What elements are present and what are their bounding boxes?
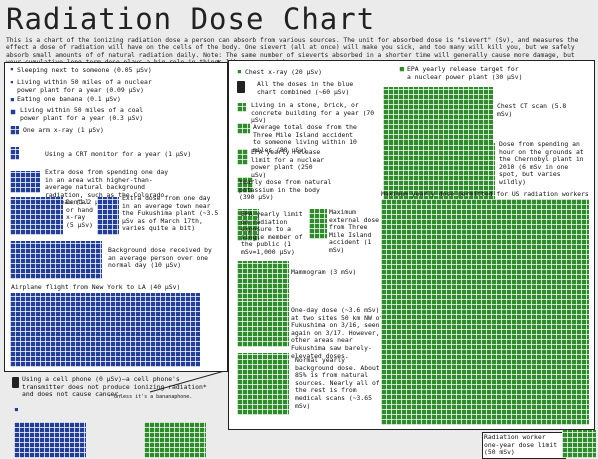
dose-label-airplane-flight: Airplane flight from New York to LA (40 … xyxy=(11,283,181,291)
dose-label-arm-xray: One arm x-ray (1 μSv) xyxy=(23,126,104,134)
dose-label-fukushima-one-day: One-day dose (~3.6 mSv) at two sites 50 … xyxy=(291,306,384,360)
dose-block-arm-xray xyxy=(10,126,19,135)
dose-block-fukushima-one-day xyxy=(237,299,289,347)
dose-block-coal-plant xyxy=(10,109,16,115)
dose-label-nuclear-plant-nearby: Living within 50 miles of a nuclear powe… xyxy=(17,78,152,94)
dose-block-epa-public-limit xyxy=(237,209,259,241)
cell-phone-icon xyxy=(12,377,19,388)
dose-block-potassium xyxy=(237,177,253,193)
bottom-block-blue xyxy=(14,422,86,458)
dose-label-banana: Eating one banana (0.1 μSv) xyxy=(17,95,121,103)
dose-block-tmi-max xyxy=(309,209,327,239)
dose-label-chest-xray: Chest x-ray (20 μSv) xyxy=(245,68,322,76)
dose-label-coal-plant: Living within 50 miles of a coal power p… xyxy=(20,106,144,122)
dose-block-epa-target xyxy=(399,67,404,72)
dose-block-chernobyl xyxy=(383,143,495,201)
bananaphone-footnote: * Unless it's a bananaphone. xyxy=(108,394,193,400)
millisievert-panel: Chest x-ray (20 μSv) All the doses in th… xyxy=(228,60,595,430)
dose-label-chernobyl: Dose from spending an hour on the ground… xyxy=(499,140,584,186)
dose-label-potassium: Yearly dose from natural potassium in th… xyxy=(239,178,332,202)
blue-chart-thumbnail-icon xyxy=(237,81,245,93)
bottom-block-green xyxy=(144,422,206,458)
dose-label-stone-building: Living in a stone, brick, or concrete bu… xyxy=(251,101,375,125)
microsievert-panel: Sleeping next to someone (0.05 μSv) Livi… xyxy=(4,62,228,372)
dose-label-daily-background: Background dose received by an average p… xyxy=(108,246,212,270)
dose-label-chest-ct: Chest CT scan (5.8 mSv) xyxy=(497,102,567,118)
dose-label-dental-xray: Dental or hand x-ray (5 μSv) xyxy=(66,198,93,229)
bottom-block-worker-limit xyxy=(562,430,596,458)
dose-block-chest-xray xyxy=(237,70,241,74)
bottom-label-worker-limit: Radiation worker one-year dose limit (50… xyxy=(482,432,566,459)
dose-block-colorado-plateau xyxy=(10,171,40,193)
dose-block-dental-xray xyxy=(10,197,63,235)
dose-label-epa-target: EPA yearly release target for a nuclear … xyxy=(407,65,523,81)
dose-block-fukushima-town xyxy=(97,197,119,235)
dose-block-mammogram xyxy=(237,261,289,299)
dose-label-tmi-max: Maximum external dose from Three Mile Is… xyxy=(329,208,380,254)
dose-block-banana xyxy=(10,98,14,102)
dose-block-crt-monitor xyxy=(10,147,19,160)
dose-block-sleeping xyxy=(10,68,13,71)
page-title: Radiation Dose Chart xyxy=(6,2,376,36)
bottom-block-blue-legend xyxy=(14,408,18,412)
dose-block-chest-ct xyxy=(383,87,493,145)
dose-label-normal-yearly-background: Normal yearly background dose. About 85%… xyxy=(295,356,380,410)
dose-block-nuclear-plant-nearby xyxy=(10,81,13,84)
dose-label-colorado-plateau: Extra dose from spending one day in an a… xyxy=(45,168,169,207)
dose-label-epa-limit-plant: EPA yearly release limit for a nuclear p… xyxy=(251,148,325,179)
dose-block-epa-limit-plant xyxy=(237,149,248,165)
dose-label-blue-chart-combined: All the doses in the blue chart combined… xyxy=(257,80,354,96)
dose-label-mammogram: Mammogram (3 mSv) xyxy=(291,268,357,276)
dose-block-stone-building xyxy=(237,103,246,112)
dose-block-three-mile-island-avg xyxy=(237,123,250,134)
dose-block-airplane-flight xyxy=(10,293,200,367)
dose-block-normal-yearly-background xyxy=(237,353,289,415)
dose-label-crt-monitor: Using a CRT monitor for a year (1 μSv) xyxy=(45,150,192,158)
dose-block-us-worker-limit xyxy=(381,199,589,425)
dose-label-three-mile-island-avg: Average total dose from the Three Mile I… xyxy=(253,123,357,154)
dose-label-sleeping: Sleeping next to someone (0.05 μSv) xyxy=(17,66,152,74)
dose-block-daily-background xyxy=(10,241,102,279)
dose-label-epa-public-limit: EPA yearly limit on radiation exposure t… xyxy=(241,210,303,256)
dose-label-fukushima-town: Extra dose from one day in an average to… xyxy=(122,194,219,233)
cell-phone-note: Using a cell phone (0 μSv)—a cell phone'… xyxy=(22,375,207,399)
